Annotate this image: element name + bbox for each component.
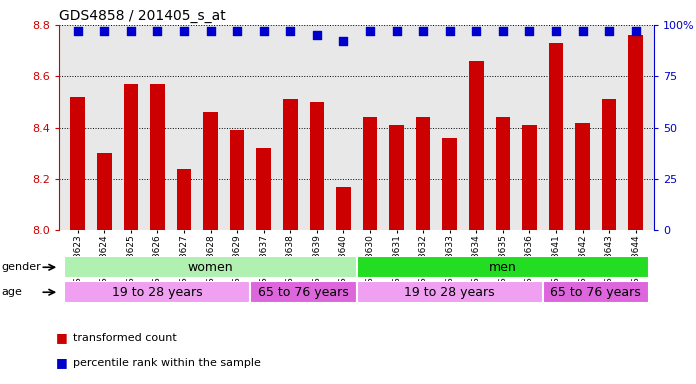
Bar <box>336 187 351 230</box>
Bar <box>389 125 404 230</box>
Bar <box>469 61 484 230</box>
Point <box>630 28 641 34</box>
Bar <box>443 138 457 230</box>
Point <box>524 28 535 34</box>
Bar <box>602 99 617 230</box>
Bar <box>357 256 649 278</box>
Text: transformed count: transformed count <box>73 333 177 343</box>
Point <box>99 28 110 34</box>
Bar <box>357 281 543 303</box>
Bar <box>256 148 271 230</box>
Point <box>152 28 163 34</box>
Text: ■: ■ <box>56 356 72 369</box>
Point <box>391 28 402 34</box>
Bar <box>65 281 251 303</box>
Text: percentile rank within the sample: percentile rank within the sample <box>73 358 261 368</box>
Bar <box>548 43 563 230</box>
Bar <box>70 97 85 230</box>
Text: 19 to 28 years: 19 to 28 years <box>404 286 495 299</box>
Text: ■: ■ <box>56 331 72 344</box>
Point <box>444 28 455 34</box>
Bar <box>150 84 165 230</box>
Text: 65 to 76 years: 65 to 76 years <box>551 286 641 299</box>
Point <box>125 28 136 34</box>
Point <box>285 28 296 34</box>
Bar <box>203 112 218 230</box>
Bar <box>230 130 244 230</box>
Bar <box>251 281 357 303</box>
Text: men: men <box>489 261 516 274</box>
Bar <box>124 84 139 230</box>
Text: gender: gender <box>1 262 41 272</box>
Point <box>311 32 322 38</box>
Point <box>551 28 562 34</box>
Bar <box>496 118 510 230</box>
Text: 65 to 76 years: 65 to 76 years <box>258 286 349 299</box>
Text: women: women <box>188 261 233 274</box>
Bar <box>628 35 643 230</box>
Text: 19 to 28 years: 19 to 28 years <box>112 286 203 299</box>
Point <box>205 28 216 34</box>
Bar <box>522 125 537 230</box>
Point <box>365 28 376 34</box>
Bar <box>97 153 111 230</box>
Point <box>418 28 429 34</box>
Bar <box>310 102 324 230</box>
Bar <box>283 99 298 230</box>
Point <box>232 28 243 34</box>
Text: age: age <box>1 287 22 297</box>
Point <box>470 28 482 34</box>
Bar <box>177 169 191 230</box>
Point <box>338 38 349 45</box>
Bar <box>416 118 430 230</box>
Point <box>72 28 84 34</box>
Point <box>178 28 189 34</box>
Point <box>497 28 508 34</box>
Point <box>258 28 269 34</box>
Bar <box>575 122 590 230</box>
Bar <box>363 118 377 230</box>
Point <box>603 28 615 34</box>
Text: GDS4858 / 201405_s_at: GDS4858 / 201405_s_at <box>59 8 226 23</box>
Bar <box>65 256 356 278</box>
Bar <box>543 281 649 303</box>
Point <box>577 28 588 34</box>
